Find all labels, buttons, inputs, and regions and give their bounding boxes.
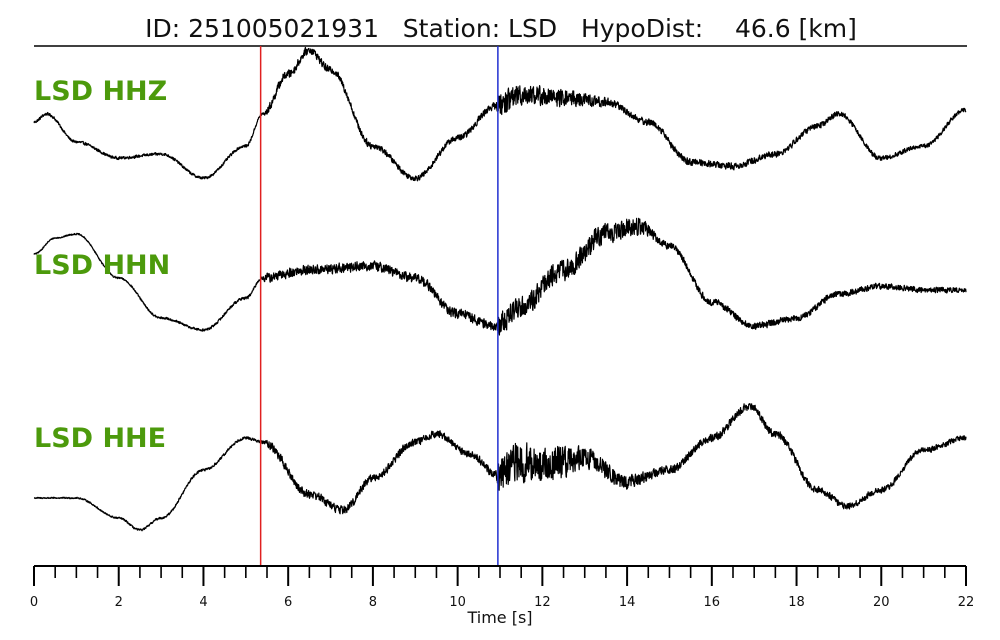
x-tick-label: 0 [30, 595, 38, 610]
x-tick-label: 14 [619, 595, 636, 610]
channel-label: LSD HHZ [34, 76, 167, 107]
x-tick-label: 4 [199, 595, 207, 610]
x-axis-label: Time [s] [466, 608, 532, 627]
trace-lsd-hhe [33, 403, 967, 532]
chart-title: ID: 251005021931 Station: LSD HypoDist: … [145, 14, 857, 43]
channel-label: LSD HHN [34, 250, 170, 281]
x-tick-label: 6 [284, 595, 292, 610]
x-tick-label: 12 [534, 595, 551, 610]
phase-picks [259, 46, 499, 566]
x-tick-label: 2 [115, 595, 123, 610]
x-tick-label: 18 [788, 595, 805, 610]
trace-lsd-hhn [33, 217, 967, 336]
x-tick-label: 16 [704, 595, 721, 610]
x-tick-label: 22 [958, 595, 975, 610]
x-tick-label: 20 [873, 595, 890, 610]
x-tick-label: 10 [449, 595, 466, 610]
x-tick-label: 8 [369, 595, 377, 610]
channel-labels: LSD HHZ LSD HHN LSD HHE [34, 76, 170, 454]
traces-group [33, 46, 967, 532]
channel-label: LSD HHE [34, 423, 166, 454]
trace-lsd-hhz [33, 46, 967, 182]
x-axis: 0 2 4 6 8 10 12 14 16 18 20 22 [30, 565, 975, 610]
